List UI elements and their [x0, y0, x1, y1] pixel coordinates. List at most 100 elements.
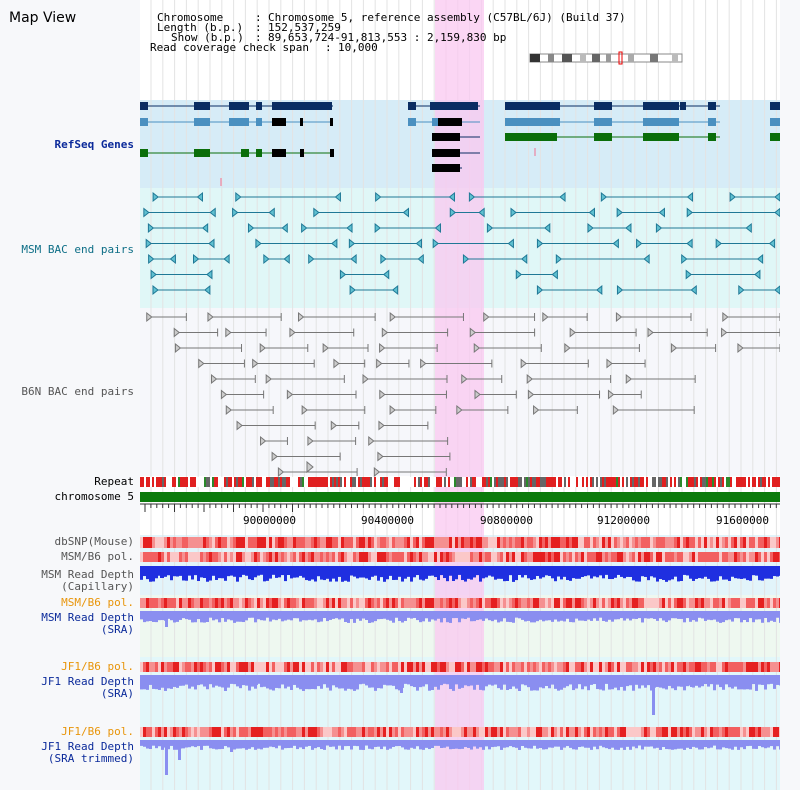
heat-cell [371, 552, 374, 562]
bac-end [658, 207, 665, 218]
heat-cell [227, 727, 230, 737]
depth-bar [299, 566, 302, 576]
heat-cell [275, 727, 278, 737]
track-label-dbsnp[interactable]: dbSNP(Mouse) [54, 535, 134, 548]
heat-cell [620, 662, 623, 672]
heat-cell [338, 662, 341, 672]
heat-cell [182, 537, 185, 548]
repeat-block [370, 477, 372, 487]
repeat-block [458, 477, 460, 487]
depth-bar [743, 566, 746, 579]
repeat-block [230, 477, 232, 487]
repeat-block [194, 477, 196, 487]
depth-bar [599, 611, 602, 618]
heat-cell [737, 662, 740, 672]
track-label-b6n-bac[interactable]: B6N BAC end pairs [21, 385, 134, 398]
heat-cell [260, 598, 263, 608]
repeat-block [362, 477, 364, 487]
gene-exon [505, 102, 560, 110]
depth-bar [248, 566, 251, 580]
heat-cell [572, 552, 575, 562]
gene-exon [708, 102, 716, 110]
depth-bar [725, 675, 728, 685]
depth-bar [686, 675, 689, 687]
heat-cell [539, 537, 542, 548]
heat-cell [647, 537, 650, 548]
heat-cell [206, 537, 209, 548]
heat-cell [356, 727, 359, 737]
depth-bar [257, 611, 260, 620]
depth-bar [188, 611, 191, 620]
track-label-msm-depth-sra[interactable]: MSM Read Depth (SRA) [41, 611, 134, 636]
depth-bar [626, 675, 629, 687]
heat-cell [173, 598, 176, 608]
track-label-jf1-b6-pol-trimmed[interactable]: JF1/B6 pol. [61, 725, 134, 738]
repeat-block [360, 477, 362, 487]
heat-cell [524, 537, 527, 548]
depth-bar [446, 566, 449, 582]
depth-bar [446, 611, 449, 623]
bac-end [754, 269, 761, 280]
heat-cell [707, 727, 710, 737]
depth-bar [563, 675, 566, 688]
heat-cell [437, 537, 440, 548]
heat-cell [596, 727, 599, 737]
repeat-block [358, 477, 360, 487]
coverage-label: Read coverage check span [150, 41, 309, 54]
track-label-msm-b6-pol[interactable]: MSM/B6 pol. [61, 550, 134, 563]
heat-cell [479, 727, 482, 737]
track-label-repeat[interactable]: Repeat [94, 475, 134, 488]
track-label-refseq[interactable]: RefSeq Genes [54, 138, 134, 151]
depth-bar [641, 566, 644, 577]
track-label-msm-depth-capillary[interactable]: MSM Read Depth (Capillary) [41, 568, 134, 593]
track-label-jf1-b6-pol[interactable]: JF1/B6 pol. [61, 660, 134, 673]
repeat-block [146, 477, 148, 487]
heat-cell [221, 537, 224, 548]
depth-bar [479, 740, 482, 748]
depth-bar [178, 740, 181, 760]
repeat-block [588, 477, 590, 487]
heat-cell [173, 552, 176, 562]
heat-cell [458, 552, 461, 562]
depth-bar [335, 611, 338, 619]
repeat-block [382, 477, 384, 487]
depth-bar [716, 566, 719, 581]
bac-end [307, 435, 314, 447]
heat-cell [239, 598, 242, 608]
heat-cell [446, 727, 449, 737]
heat-cell [302, 727, 305, 737]
depth-bar [374, 740, 377, 747]
depth-bar [245, 675, 248, 686]
heat-cell [428, 662, 431, 672]
repeat-block [390, 477, 392, 487]
heat-cell [578, 662, 581, 672]
repeat-block [680, 477, 682, 487]
gene-exon [432, 118, 440, 126]
track-label-msm-bac[interactable]: MSM BAC end pairs [21, 243, 134, 256]
track-label-jf1-depth-trimmed[interactable]: JF1 Read Depth (SRA trimmed) [41, 740, 134, 765]
heat-cell [512, 552, 515, 562]
depth-bar [761, 740, 764, 748]
heat-cell [143, 727, 146, 737]
repeat-block [516, 477, 518, 487]
depth-bar [356, 675, 359, 690]
depth-bar [281, 675, 284, 685]
depth-bar [149, 611, 152, 622]
heat-cell [176, 727, 179, 737]
heat-cell [755, 727, 758, 737]
depth-bar [491, 740, 494, 748]
track-label-jf1-depth-sra[interactable]: JF1 Read Depth (SRA) [41, 675, 134, 700]
heat-cell [647, 727, 650, 737]
track-label-msm-b6-pol-sra[interactable]: MSM/B6 pol. [61, 596, 134, 609]
depth-bar [443, 611, 446, 619]
repeat-block [398, 477, 400, 487]
depth-bar [500, 566, 503, 579]
depth-bar [593, 740, 596, 747]
depth-bar [764, 566, 767, 579]
depth-bar [677, 611, 680, 619]
track-label-chromosome[interactable]: chromosome 5 [54, 490, 134, 503]
depth-bar [620, 566, 623, 577]
depth-bar [395, 675, 398, 690]
heat-cell [422, 598, 425, 608]
